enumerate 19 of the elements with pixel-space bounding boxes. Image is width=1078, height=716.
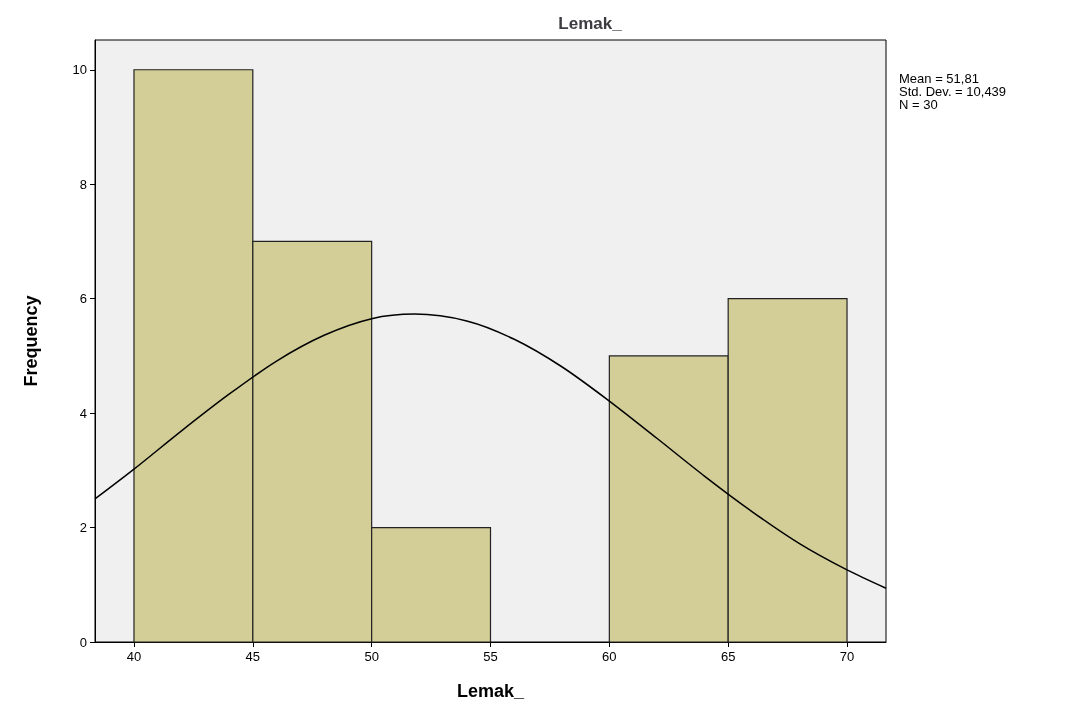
x-tick-label: 45 bbox=[245, 649, 261, 664]
text: N = 30 bbox=[899, 97, 938, 112]
x-tick-label: 50 bbox=[364, 649, 379, 664]
x-tick-label: 55 bbox=[483, 649, 498, 664]
y-axis-title: Frequency bbox=[21, 295, 41, 387]
x-tick-label: 60 bbox=[602, 649, 617, 664]
text: Std. Dev. = 10,439 bbox=[899, 84, 1007, 99]
y-tick-label: 6 bbox=[79, 291, 87, 307]
y-tick-label: 10 bbox=[72, 62, 87, 78]
y-tick-label: 2 bbox=[79, 520, 87, 536]
text: Mean = 51,81 bbox=[899, 71, 979, 86]
y-tick-label: 4 bbox=[79, 405, 87, 421]
x-tick-label: 40 bbox=[126, 649, 142, 664]
y-tick-label: 8 bbox=[79, 176, 87, 192]
x-axis-title: Lemak_ bbox=[456, 681, 526, 701]
x-tick-label: 70 bbox=[839, 649, 855, 664]
chart-title: Lemak_ bbox=[558, 14, 623, 33]
x-tick-label: 65 bbox=[720, 649, 736, 664]
y-tick-label: 0 bbox=[79, 634, 87, 650]
